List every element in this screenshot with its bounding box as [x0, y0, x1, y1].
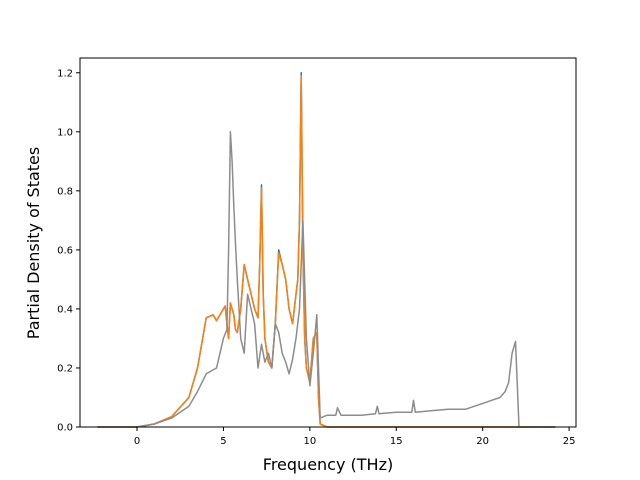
y-tick-label: 0.0 — [57, 423, 73, 434]
series-line-1 — [97, 72, 556, 428]
x-tick-label: 20 — [476, 436, 489, 447]
x-tick-label: 0 — [134, 436, 140, 447]
x-tick-label: 25 — [563, 436, 576, 447]
series-line-3 — [97, 131, 556, 428]
y-axis-label: Partial Density of States — [24, 147, 43, 339]
series-layer — [97, 72, 556, 428]
y-tick-label: 0.2 — [57, 363, 73, 374]
series-line-2 — [97, 74, 556, 428]
plot-frame — [79, 57, 577, 428]
y-tick-label: 1.0 — [57, 127, 73, 138]
y-tick-label: 1.2 — [57, 68, 73, 79]
x-axis-label: Frequency (THz) — [263, 455, 393, 474]
x-tick-label: 10 — [303, 436, 316, 447]
x-tick-label: 15 — [390, 436, 403, 447]
y-tick-label: 0.8 — [57, 186, 73, 197]
x-axis: 0 5 10 15 20 25 — [134, 427, 576, 447]
y-tick-label: 0.4 — [57, 304, 73, 315]
y-tick-label: 0.6 — [57, 245, 73, 256]
plot-area — [79, 57, 577, 428]
x-tick-label: 5 — [220, 436, 226, 447]
y-axis: 0.0 0.2 0.4 0.6 0.8 1.0 1.2 — [57, 68, 80, 434]
